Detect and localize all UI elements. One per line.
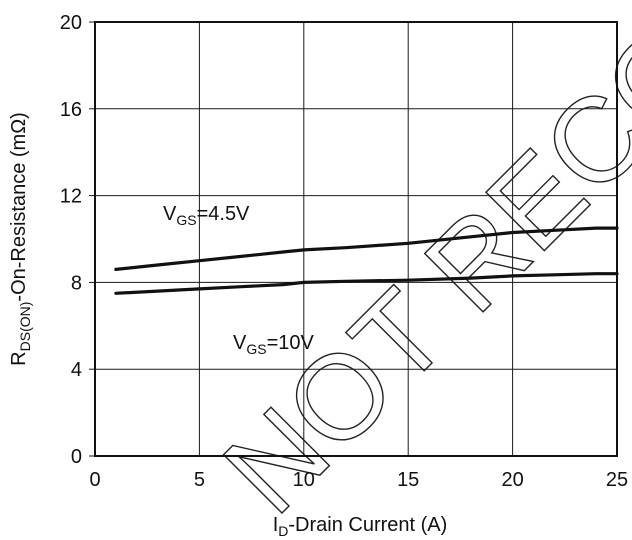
x-tick-label: 10 xyxy=(293,469,315,491)
x-axis-ticks: 0 5 10 15 20 25 xyxy=(89,469,628,491)
y-tick-label: 12 xyxy=(60,186,82,208)
y-tick-label: 0 xyxy=(71,446,82,468)
plot-frame xyxy=(94,21,618,457)
watermark: NOT RECOMMENDED FOR NEW DESIGN xyxy=(199,0,632,538)
series-line-1 xyxy=(114,272,619,295)
x-tick-label: 5 xyxy=(194,469,205,491)
grid-lines xyxy=(89,21,617,457)
series-line-0 xyxy=(114,226,619,271)
x-tick-label: 15 xyxy=(397,469,419,491)
y-axis-ticks: 0 4 8 12 16 20 xyxy=(60,12,82,468)
y-axis-title: RDS(ON)-On-Resistance (mΩ) xyxy=(8,112,33,366)
x-tick-label: 20 xyxy=(501,469,523,491)
y-tick-label: 20 xyxy=(60,12,82,34)
y-tick-label: 8 xyxy=(71,272,82,294)
x-tick-label: 0 xyxy=(89,469,100,491)
y-tick-label: 16 xyxy=(60,99,82,121)
series-lines xyxy=(114,226,619,295)
y-tick-label: 4 xyxy=(71,359,82,381)
series-label-vgs-4.5v: VGS=4.5V xyxy=(163,203,250,228)
x-axis-title: ID-Drain Current (A) xyxy=(273,514,448,539)
series-label-vgs-10v: VGS=10V xyxy=(233,332,315,357)
x-tick-label: 25 xyxy=(606,469,628,491)
